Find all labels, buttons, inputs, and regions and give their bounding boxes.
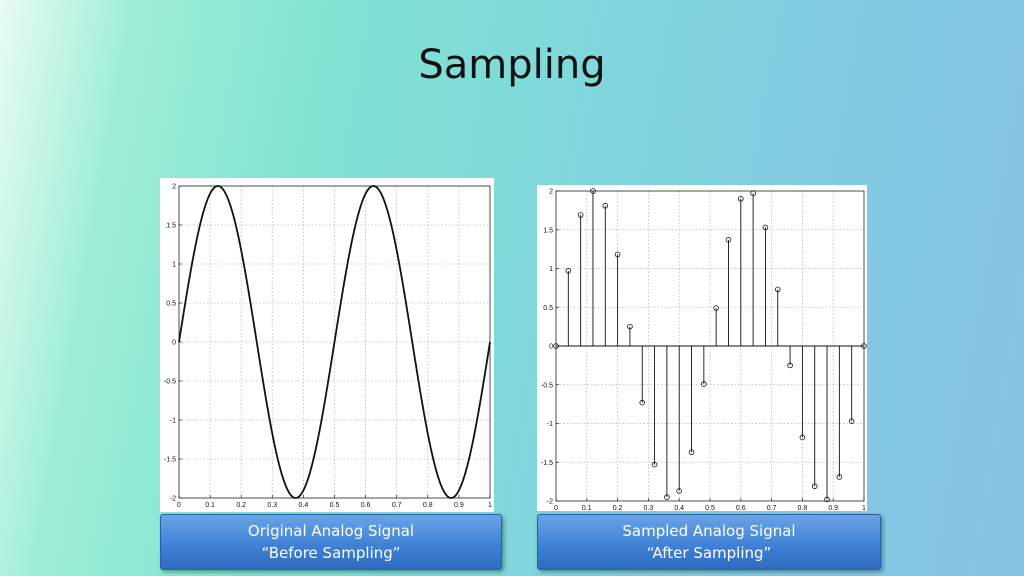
sampled-sample-marker: [688, 449, 695, 455]
sampled-sample-marker: [738, 195, 744, 202]
original-ytick-label: 0: [172, 340, 176, 347]
sampled-sample-marker: [565, 268, 572, 274]
sampled-sample-marker: [774, 286, 781, 293]
sampled-sample-marker: [577, 212, 584, 218]
original-signal-chart: 0 0.1 0.2 0.3 0.4 0.5 0.6 0.7 0.8 0.9 1 -2 -1.5 -1 -0.…: [160, 178, 494, 512]
sampled-ytick-label: -1.5: [541, 460, 553, 467]
original-ytick-label: 1.5: [166, 223, 176, 230]
sampled-sample-marker: [553, 343, 559, 349]
original-xtick-label: 0.4: [299, 502, 309, 509]
original-ytick-label: -1: [170, 418, 176, 425]
original-ytick-label: 1: [172, 262, 176, 269]
original-xtick-label: 0.8: [423, 502, 433, 509]
original-xtick-label: 0.6: [361, 502, 371, 509]
sampled-xtick-label: 1: [862, 505, 866, 511]
caption-left-line2: “Before Sampling”: [261, 544, 401, 562]
sampled-sample-marker: [701, 381, 707, 387]
original-xtick-label: 0.9: [454, 502, 464, 509]
caption-left-line1: Original Analog Signal: [247, 522, 415, 540]
sampled-sample-marker: [639, 399, 646, 406]
original-ytick-label: -2: [170, 496, 176, 503]
sampled-ytick-label: -0.5: [541, 382, 553, 389]
sampled-signal-plot: 0 0.1 0.2 0.3 0.4 0.5 0.6 0.7 0.8 0.9 1 -2 -1.5 -1 -0.…: [541, 188, 867, 511]
sampled-sample-marker: [762, 224, 769, 231]
sampled-sample-marker: [627, 323, 633, 330]
sampled-sample-marker: [750, 190, 756, 197]
original-ytick-label: -0.5: [164, 379, 176, 386]
sampled-ytick-label: -2: [547, 499, 553, 506]
sampled-xtick-label: 0.7: [767, 505, 777, 511]
sampled-sample-marker: [590, 188, 596, 194]
sampled-xtick-label: 0.2: [613, 505, 623, 511]
sampled-xtick-label: 0.9: [828, 505, 838, 511]
sampled-sample-marker: [836, 474, 843, 480]
sampled-sample-marker: [713, 305, 719, 311]
sampled-sample-marker: [664, 494, 670, 500]
original-signal-plot: 0 0.1 0.2 0.3 0.4 0.5 0.6 0.7 0.8 0.9 1 -2 -1.5 -1 -0.…: [164, 184, 492, 510]
original-signal-line: [178, 185, 491, 499]
sampled-xtick-label: 0: [554, 505, 558, 511]
original-ytick-label: -1.5: [164, 457, 176, 464]
sampled-ytick-label: 2: [549, 189, 553, 196]
sampled-ytick-label: 1.5: [543, 227, 553, 234]
sampled-sample-marker: [676, 488, 683, 494]
sampled-sample-marker: [614, 251, 621, 258]
sampled-signal-caption: Sampled Analog Signal “After Sampling”: [537, 514, 881, 570]
sampled-sample-marker: [811, 483, 818, 490]
original-xtick-label: 0.3: [267, 502, 277, 509]
sampled-sample-marker: [848, 418, 855, 424]
original-xtick-label: 0.5: [330, 502, 340, 509]
original-xtick-label: 0.2: [236, 502, 246, 509]
original-xtick-label: 1: [488, 502, 492, 509]
sampled-xtick-label: 0.8: [798, 505, 808, 511]
original-signal-caption: Original Analog Signal “Before Sampling”: [160, 514, 502, 570]
original-ytick-label: 2: [172, 184, 176, 191]
sampled-sample-marker: [824, 496, 830, 503]
caption-right-line2: “After Sampling”: [646, 544, 772, 562]
sampled-xtick-label: 0.6: [736, 505, 746, 511]
sampled-xtick-label: 0.3: [644, 505, 654, 511]
sampled-sample-marker: [725, 237, 732, 243]
original-ytick-label: 0.5: [166, 301, 176, 308]
caption-right-line1: Sampled Analog Signal: [622, 522, 796, 540]
slide-title: Sampling: [418, 42, 606, 88]
sampled-ytick-label: 0.5: [543, 305, 553, 312]
original-xtick-label: 0: [177, 502, 181, 509]
sampled-ytick-label: 1: [549, 266, 553, 273]
original-xtick-label: 0.1: [205, 502, 215, 509]
original-xtick-label: 0.7: [392, 502, 402, 509]
sampled-sample-marker: [799, 434, 806, 441]
sampled-xtick-label: 0.5: [705, 505, 715, 511]
sampled-sample-marker: [651, 461, 658, 468]
sampled-xtick-label: 0.4: [674, 505, 684, 511]
sampled-ytick-label: 0: [549, 344, 553, 351]
sampled-sample-marker: [602, 202, 609, 209]
sampled-sample-marker: [861, 343, 867, 349]
sampled-ytick-label: -1: [547, 421, 553, 428]
sampled-sample-marker: [787, 362, 793, 369]
sampled-xtick-label: 0.1: [582, 505, 592, 511]
sampled-signal-chart: 0 0.1 0.2 0.3 0.4 0.5 0.6 0.7 0.8 0.9 1 -2 -1.5 -1 -0.…: [537, 185, 867, 511]
